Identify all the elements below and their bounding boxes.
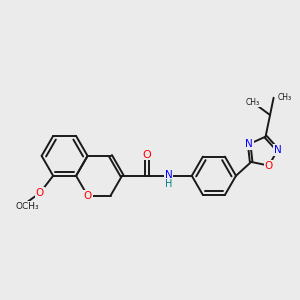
Text: O: O (265, 160, 273, 171)
Text: N: N (245, 139, 253, 149)
Text: O: O (143, 150, 152, 160)
Text: O: O (36, 188, 44, 198)
Text: H: H (165, 179, 172, 189)
Text: OCH₃: OCH₃ (16, 202, 39, 211)
Text: CH₃: CH₃ (278, 93, 292, 102)
Text: N: N (165, 169, 173, 180)
Text: CH₃: CH₃ (246, 98, 260, 107)
Text: O: O (83, 191, 92, 201)
Text: N: N (274, 145, 282, 155)
